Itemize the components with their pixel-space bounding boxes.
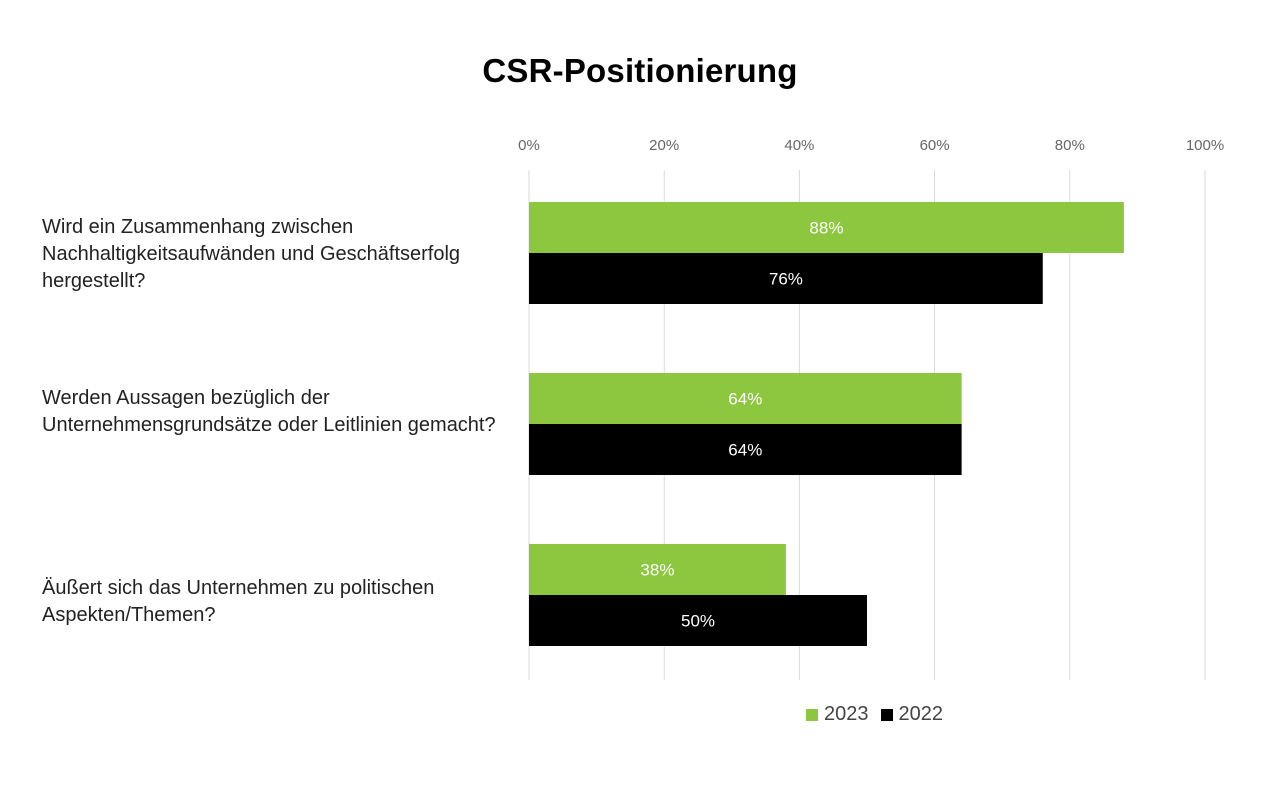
bar — [529, 253, 1043, 304]
legend: 2023 2022 — [806, 703, 955, 726]
x-tick-label: 80% — [1055, 137, 1085, 154]
bar — [529, 595, 867, 646]
bar-data-label: 38% — [640, 561, 674, 580]
legend-item-2023: 2023 — [806, 703, 869, 726]
bar-data-label: 64% — [728, 390, 762, 409]
category-label-2: Werden Aussagen bezüglich der Unternehme… — [42, 387, 496, 436]
x-tick-label: 20% — [649, 137, 679, 154]
bar — [529, 424, 962, 475]
legend-label-2022: 2022 — [898, 703, 944, 725]
legend-swatch-2023 — [806, 708, 818, 721]
legend-swatch-2022 — [880, 708, 893, 721]
bar-data-label: 50% — [681, 612, 715, 631]
x-tick-label: 0% — [518, 137, 540, 154]
legend-item-2022: 2022 — [880, 703, 944, 726]
bar — [529, 544, 786, 595]
legend-label-2023: 2023 — [824, 703, 869, 725]
chart-title: CSR-Positionierung — [482, 52, 798, 89]
bar-data-label: 88% — [809, 219, 843, 238]
bar-data-label: 64% — [728, 441, 762, 460]
x-tick-label: 60% — [920, 137, 950, 154]
bar — [529, 202, 1124, 253]
bar-data-label: 76% — [769, 270, 803, 289]
x-tick-label: 100% — [1186, 137, 1224, 154]
category-label-3: Äußert sich das Unternehmen zu politisch… — [42, 577, 435, 626]
bar — [529, 373, 962, 424]
category-label-1: Wird ein Zusammenhang zwischen Nachhalti… — [42, 216, 461, 292]
x-tick-label: 40% — [784, 137, 814, 154]
